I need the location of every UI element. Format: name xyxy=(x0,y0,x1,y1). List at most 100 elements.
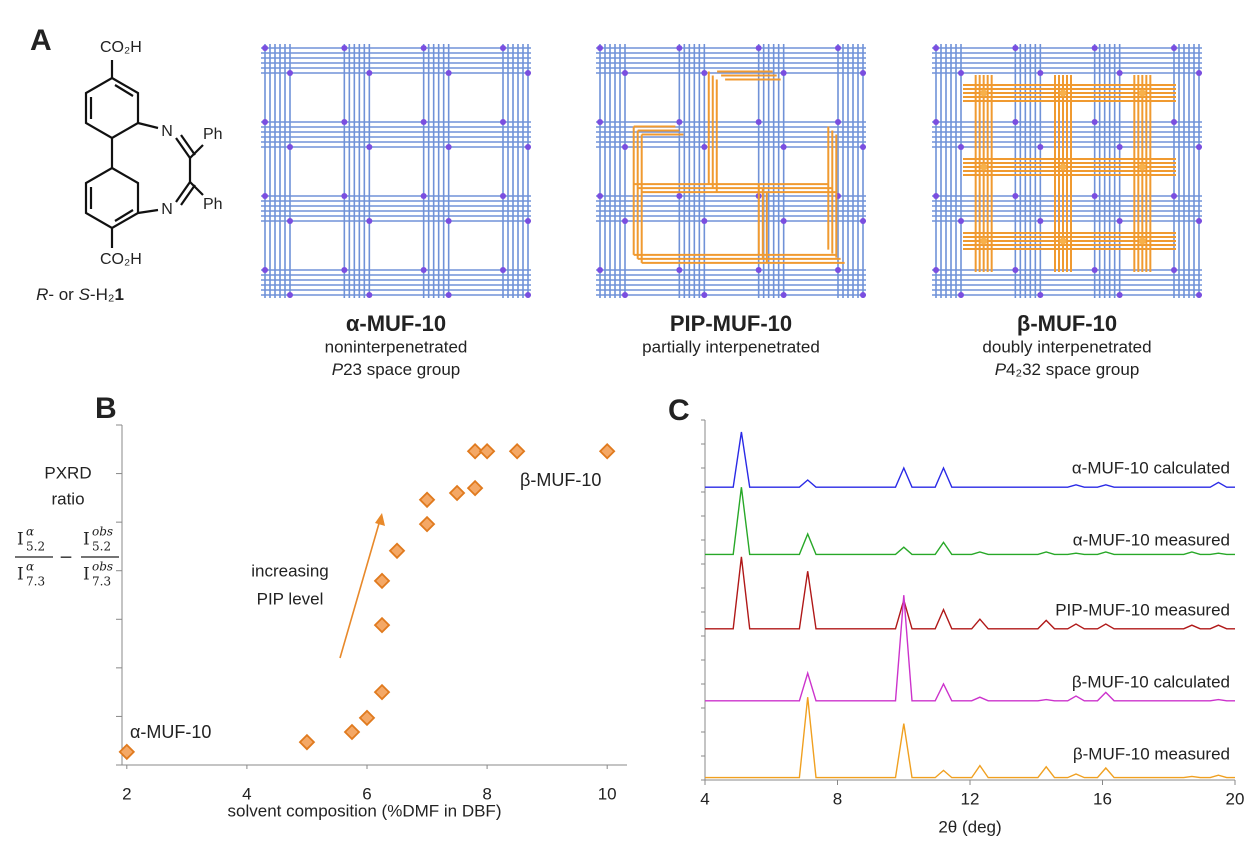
framework-node xyxy=(1171,267,1177,273)
x-tick-label: 6 xyxy=(362,784,371,803)
framework-illustration xyxy=(596,44,866,298)
framework-node xyxy=(860,218,866,224)
framework-illustration xyxy=(932,44,1202,298)
framework-node xyxy=(701,70,708,76)
x-tick-label: 12 xyxy=(961,789,980,808)
framework-node xyxy=(420,45,427,51)
framework-node xyxy=(445,144,452,150)
x-axis-label: 2θ (deg) xyxy=(938,817,1001,836)
interpenetrated-node xyxy=(980,237,988,245)
bond xyxy=(180,184,196,206)
framework-node xyxy=(287,144,293,150)
framework-node xyxy=(420,193,427,199)
framework-node xyxy=(1116,70,1123,76)
caption-part: 1 xyxy=(114,285,123,304)
framework-node xyxy=(597,45,603,51)
framework-name: α-MUF-10 xyxy=(346,311,446,336)
data-point xyxy=(343,723,361,741)
framework-name: β-MUF-10 xyxy=(1017,311,1117,336)
framework-node xyxy=(341,193,348,199)
framework-node xyxy=(366,292,373,298)
interpenetrated-node xyxy=(980,163,988,171)
y-axis-label: PXRD xyxy=(44,463,91,482)
framework-node xyxy=(341,119,348,125)
framework-node xyxy=(1037,218,1044,224)
formula-subscript: 7.3 xyxy=(92,575,111,589)
framework-node xyxy=(933,267,939,273)
framework-node xyxy=(525,218,531,224)
framework-node xyxy=(445,70,452,76)
space-group-symbol: P xyxy=(995,360,1007,379)
framework-node xyxy=(287,218,293,224)
framework-node xyxy=(701,292,708,298)
annotation: β-MUF-10 xyxy=(520,470,601,490)
framework-node xyxy=(341,267,348,273)
framework-node xyxy=(597,267,603,273)
framework-node xyxy=(287,292,293,298)
framework-node xyxy=(860,144,866,150)
framework-node xyxy=(445,218,452,224)
y-axis-label: ratio xyxy=(51,489,84,508)
bond xyxy=(189,144,204,159)
framework-node xyxy=(1196,218,1202,224)
framework-node xyxy=(262,193,268,199)
x-tick-label: 4 xyxy=(242,784,251,803)
x-tick-label: 8 xyxy=(482,784,491,803)
framework-node xyxy=(1196,292,1202,298)
data-point xyxy=(418,515,436,533)
pattern-line xyxy=(705,431,1235,488)
framework-node xyxy=(780,218,787,224)
framework-illustration xyxy=(261,44,531,298)
pattern-line xyxy=(705,556,1235,630)
framework-node xyxy=(755,267,762,273)
pattern-line xyxy=(705,487,1235,556)
annotation: α-MUF-10 xyxy=(130,722,211,742)
framework-node xyxy=(780,70,787,76)
panel-label: B xyxy=(95,392,117,425)
framework-node xyxy=(958,70,964,76)
framework-node xyxy=(701,218,708,224)
framework-node xyxy=(445,292,452,298)
framework-node xyxy=(597,119,603,125)
x-tick-label: 10 xyxy=(598,784,617,803)
framework-node xyxy=(1116,218,1123,224)
space-group-rest: 4₂32 space group xyxy=(1006,360,1139,379)
data-point xyxy=(466,479,484,497)
framework-node xyxy=(860,70,866,76)
caption-part: R xyxy=(36,285,48,304)
x-tick-label: 2 xyxy=(122,784,131,803)
data-point xyxy=(448,484,466,502)
framework-node xyxy=(525,144,531,150)
framework-node xyxy=(525,70,531,76)
framework-node xyxy=(835,267,841,273)
framework-node xyxy=(1012,45,1019,51)
data-point xyxy=(598,442,616,460)
space-group-rest: 23 space group xyxy=(343,360,460,379)
interpenetrated-node xyxy=(1138,89,1146,97)
formula-superscript: α xyxy=(26,560,34,574)
framework-description: doubly interpenetrated xyxy=(982,337,1151,356)
bond xyxy=(137,208,159,215)
framework-node xyxy=(933,45,939,51)
data-point xyxy=(358,709,376,727)
interpenetrated-node xyxy=(1059,237,1067,245)
framework-node xyxy=(1091,45,1098,51)
framework-node xyxy=(500,45,506,51)
formula-subscript: 5.2 xyxy=(92,540,111,554)
series-label: β-MUF-10 measured xyxy=(1073,744,1230,763)
framework-node xyxy=(780,144,787,150)
x-tick-label: 4 xyxy=(700,789,709,808)
framework-node xyxy=(958,144,964,150)
framework-node xyxy=(1116,292,1123,298)
ligand-group: CO₂H xyxy=(100,39,142,56)
framework-node xyxy=(1196,144,1202,150)
data-point xyxy=(478,442,496,460)
data-point xyxy=(418,491,436,509)
framework-node xyxy=(1012,119,1019,125)
data-point xyxy=(508,442,526,460)
framework-node xyxy=(1091,267,1098,273)
formula-superscript: obs xyxy=(92,560,113,574)
series-label: α-MUF-10 measured xyxy=(1073,530,1230,549)
